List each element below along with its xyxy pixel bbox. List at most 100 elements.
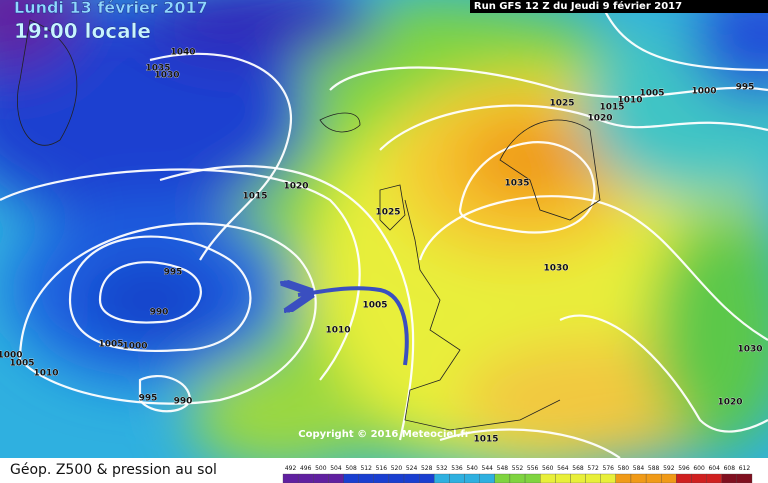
scale-label: 584 xyxy=(633,465,645,472)
scale-label: 516 xyxy=(376,465,388,472)
scale-swatch xyxy=(540,473,556,483)
scale-swatch xyxy=(419,473,435,483)
isobar-label: 1005 xyxy=(98,340,123,350)
isobar-label: 1025 xyxy=(375,208,400,218)
isobar-label: 1010 xyxy=(33,369,58,379)
scale-label: 592 xyxy=(663,465,675,472)
scale-label: 564 xyxy=(557,465,569,472)
isobar-label: 1015 xyxy=(599,103,624,113)
isobar-label: 1030 xyxy=(737,345,762,355)
legend-title: Géop. Z500 & pression au sol xyxy=(10,462,217,478)
isobar-label: 1015 xyxy=(242,192,267,202)
scale-label: 524 xyxy=(406,465,418,472)
scale-swatch xyxy=(449,473,465,483)
flow-arrow xyxy=(298,288,409,366)
scale-swatch xyxy=(691,473,707,483)
scale-swatch xyxy=(721,473,738,483)
scale-swatch xyxy=(494,473,511,483)
scale-label: 536 xyxy=(451,465,463,472)
isobar-label: 1000 xyxy=(0,351,23,361)
scale-label: 552 xyxy=(512,465,524,472)
scale-label: 504 xyxy=(330,465,342,472)
scale-label: 568 xyxy=(572,465,584,472)
scale-label: 604 xyxy=(708,465,720,472)
scale-swatch xyxy=(343,473,359,483)
scale-label: 596 xyxy=(678,465,690,472)
copyright: Copyright © 2016 Meteociel.fr xyxy=(298,429,469,440)
isobar-label: 1030 xyxy=(154,71,179,81)
isobar-label: 1020 xyxy=(283,182,308,192)
run-info: Run GFS 12 Z du Jeudi 9 février 2017 xyxy=(474,0,682,12)
run-bar xyxy=(470,0,768,13)
scale-label: 508 xyxy=(345,465,357,472)
scale-label: 532 xyxy=(436,465,448,472)
isobar-label: 1035 xyxy=(145,64,170,74)
scale-swatch xyxy=(328,473,344,483)
scale-swatch xyxy=(434,473,450,483)
scale-swatch xyxy=(479,473,495,483)
isobar-label: 990 xyxy=(150,308,169,318)
scale-swatch xyxy=(706,473,722,483)
scale-swatch xyxy=(524,473,541,483)
scale-label: 492 xyxy=(285,465,297,472)
scale-label: 512 xyxy=(360,465,372,472)
scale-label: 496 xyxy=(300,465,312,472)
scale-swatch xyxy=(570,473,586,483)
scale-label: 588 xyxy=(648,465,660,472)
isobar-label: 990 xyxy=(174,397,193,407)
isobar-label: 1010 xyxy=(617,96,642,106)
scale-swatch xyxy=(464,473,480,483)
scale-label: 580 xyxy=(618,465,630,472)
scale-swatch xyxy=(585,473,601,483)
field: 1040103510301015102010251035102510201015… xyxy=(0,0,768,458)
isobar-label: 1010 xyxy=(325,326,350,336)
scale-swatch xyxy=(403,473,420,483)
scale-label: 608 xyxy=(724,465,736,472)
isobar-label: 1030 xyxy=(543,264,568,274)
isobar-label: 995 xyxy=(736,83,755,93)
scale-swatch xyxy=(509,473,526,483)
scale-swatch xyxy=(358,473,374,483)
header-date: Lundi 13 février 2017 xyxy=(14,0,208,17)
scale-swatch xyxy=(313,473,329,483)
scale-swatch xyxy=(600,473,616,483)
scale-label: 600 xyxy=(693,465,705,472)
isobar-label: 1000 xyxy=(122,342,147,352)
scale-swatch xyxy=(736,473,753,483)
scale-label: 540 xyxy=(466,465,478,472)
scale-label: 500 xyxy=(315,465,327,472)
isobar-label: 1040 xyxy=(170,48,195,58)
scale-label: 544 xyxy=(482,465,494,472)
scale-label: 520 xyxy=(391,465,403,472)
scale-swatch xyxy=(645,473,662,483)
scale-swatch xyxy=(630,473,647,483)
isobar-label: 1020 xyxy=(717,398,742,408)
isobar-label: 1000 xyxy=(691,87,716,97)
isobar-label: 1035 xyxy=(504,179,529,189)
scale-swatch xyxy=(661,473,677,483)
isobar-label: 995 xyxy=(164,268,183,278)
coastlines xyxy=(17,19,601,431)
scale-label: 572 xyxy=(587,465,599,472)
scale-swatch xyxy=(615,473,632,483)
header-time: 19:00 locale xyxy=(14,19,151,43)
scale-swatch xyxy=(676,473,692,483)
scale-label: 548 xyxy=(497,465,509,472)
isobar-label: 995 xyxy=(139,394,158,404)
isobar-label: 1005 xyxy=(639,89,664,99)
scale-swatch xyxy=(373,473,390,483)
scale-label: 528 xyxy=(421,465,433,472)
scale-label: 576 xyxy=(603,465,615,472)
isobar-label: 1020 xyxy=(587,114,612,124)
color-scale: 492 496 500 504 508 512 516 520 524 528 532 536 540 5… xyxy=(282,465,753,483)
scale-swatch xyxy=(282,473,299,483)
isobar-label: 1005 xyxy=(362,301,387,311)
scale-swatch xyxy=(555,473,571,483)
scale-label: 612 xyxy=(739,465,751,472)
isobar-label: 1005 xyxy=(9,359,34,369)
scale-label: 560 xyxy=(542,465,554,472)
isobar-label: 1015 xyxy=(473,435,498,445)
isobar-label: 1025 xyxy=(549,99,574,109)
scale-label: 556 xyxy=(527,465,539,472)
